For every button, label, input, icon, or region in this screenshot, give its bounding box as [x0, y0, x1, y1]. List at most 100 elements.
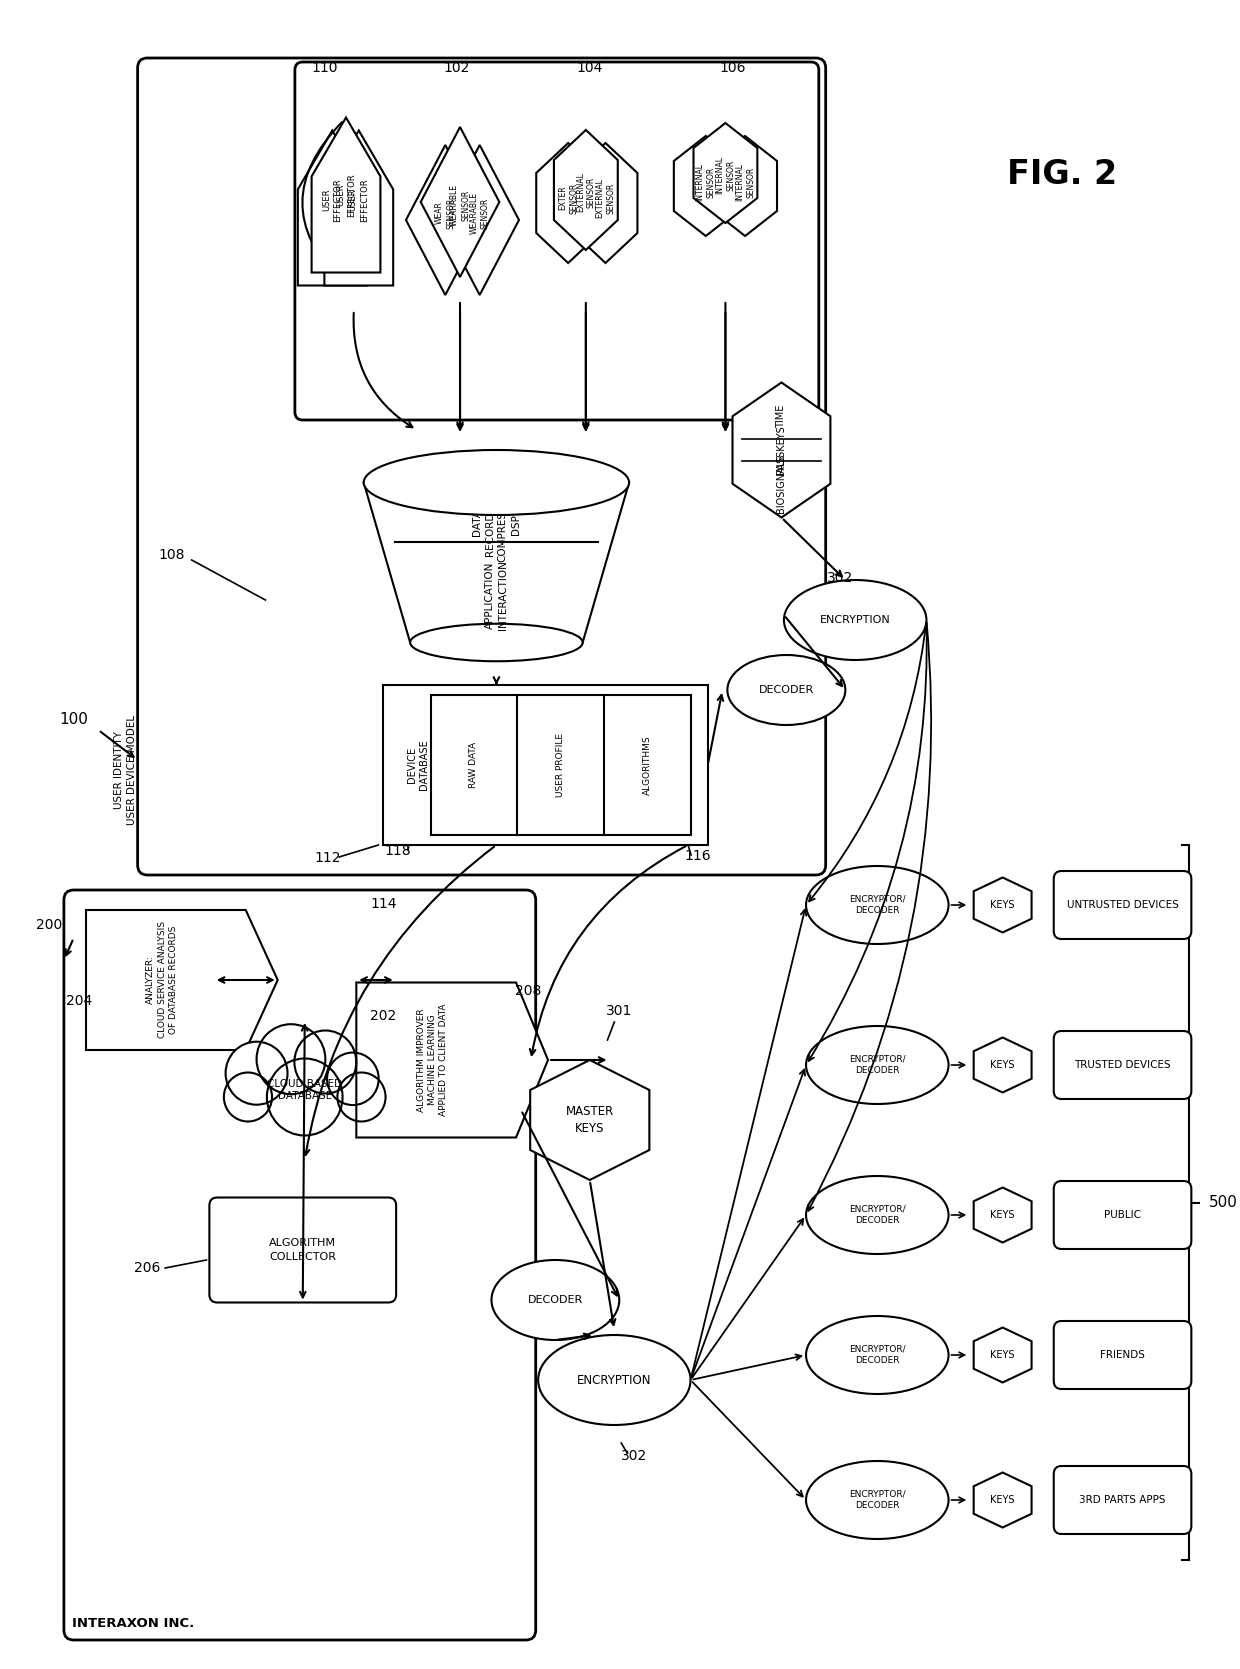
Text: FRIENDS: FRIENDS [1100, 1350, 1145, 1360]
Text: 202: 202 [371, 1010, 397, 1023]
Bar [430, 694, 691, 834]
Text: 110: 110 [311, 62, 337, 75]
Text: INTERNAL
SENSOR: INTERNAL SENSOR [715, 155, 735, 194]
Polygon shape [531, 1060, 650, 1180]
Polygon shape [554, 130, 618, 250]
Ellipse shape [806, 866, 949, 945]
FancyBboxPatch shape [138, 58, 826, 875]
Text: INTERAXON INC.: INTERAXON INC. [72, 1617, 193, 1631]
Polygon shape [973, 1188, 1032, 1242]
Ellipse shape [728, 654, 846, 724]
Text: UNTRUSTED DEVICES: UNTRUSTED DEVICES [1066, 900, 1178, 910]
Text: WEARABLE
SENSOR: WEARABLE SENSOR [450, 184, 470, 225]
Text: 102: 102 [444, 62, 470, 75]
Text: 301: 301 [606, 1005, 632, 1018]
Text: ENCRYPTOR/
DECODER: ENCRYPTOR/ DECODER [849, 895, 905, 915]
Text: 208: 208 [515, 985, 541, 998]
Text: BIOSIGNALS: BIOSIGNALS [776, 454, 786, 514]
Polygon shape [673, 135, 738, 235]
Text: USER
EFFECTOR: USER EFFECTOR [348, 179, 368, 222]
Text: 200: 200 [36, 918, 62, 931]
Text: KEYS: KEYS [991, 1060, 1014, 1070]
FancyBboxPatch shape [1054, 871, 1192, 940]
Text: KEYS: KEYS [991, 1495, 1014, 1505]
Circle shape [267, 1058, 342, 1135]
Text: PUBLIC: PUBLIC [1104, 1210, 1141, 1220]
Text: ENCRYPTION: ENCRYPTION [577, 1374, 651, 1387]
Text: ANALYZER:
CLOUD SERVICE ANALYSIS
OF DATABASE RECORDS: ANALYZER: CLOUD SERVICE ANALYSIS OF DATA… [146, 921, 179, 1038]
Text: ENCRYPTOR/
DECODER: ENCRYPTOR/ DECODER [849, 1055, 905, 1075]
Text: DECODER: DECODER [528, 1295, 583, 1305]
Ellipse shape [491, 1260, 619, 1340]
Polygon shape [356, 983, 548, 1138]
Polygon shape [325, 130, 393, 285]
Text: 100: 100 [60, 713, 88, 728]
Polygon shape [713, 135, 777, 235]
Text: WEARABLE
SENSOR: WEARABLE SENSOR [470, 192, 490, 234]
Text: 302: 302 [621, 1449, 647, 1464]
Text: INTERNAL
SENSOR: INTERNAL SENSOR [735, 164, 755, 200]
Text: DATA
RECORDING,
COMPRESSION,
DSP,: DATA RECORDING, COMPRESSION, DSP, [472, 482, 521, 562]
Text: 116: 116 [684, 850, 712, 863]
FancyBboxPatch shape [64, 890, 536, 1641]
Text: 118: 118 [384, 845, 412, 858]
FancyBboxPatch shape [295, 62, 818, 421]
Text: EXTERNAL
SENSOR: EXTERNAL SENSOR [575, 172, 596, 212]
Text: TIME: TIME [776, 404, 786, 427]
Polygon shape [973, 1327, 1032, 1382]
Polygon shape [311, 117, 381, 272]
FancyBboxPatch shape [1054, 1465, 1192, 1534]
Polygon shape [420, 127, 500, 277]
Ellipse shape [806, 1460, 949, 1539]
Circle shape [224, 1073, 272, 1122]
Polygon shape [574, 144, 637, 264]
Text: USER IDENTITY
USER DEVICE MODEL: USER IDENTITY USER DEVICE MODEL [114, 714, 138, 824]
Text: 114: 114 [370, 896, 397, 911]
Text: ENCRYPTOR/
DECODER: ENCRYPTOR/ DECODER [849, 1345, 905, 1365]
Text: ENCRYPTOR/
DECODER: ENCRYPTOR/ DECODER [849, 1490, 905, 1510]
Ellipse shape [806, 1177, 949, 1253]
Bar [383, 684, 708, 845]
Polygon shape [536, 144, 600, 264]
Text: 3RD PARTS APPS: 3RD PARTS APPS [1079, 1495, 1166, 1505]
Polygon shape [298, 130, 367, 285]
Ellipse shape [410, 624, 583, 661]
Polygon shape [440, 145, 520, 295]
Text: 112: 112 [314, 851, 341, 865]
Text: 104: 104 [577, 62, 603, 75]
FancyBboxPatch shape [1054, 1182, 1192, 1248]
Polygon shape [973, 1472, 1032, 1527]
Polygon shape [973, 1038, 1032, 1093]
Text: ALGORITHM
COLLECTOR: ALGORITHM COLLECTOR [269, 1238, 336, 1262]
Circle shape [327, 1053, 378, 1105]
Text: ENCRYPTOR/
DECODER: ENCRYPTOR/ DECODER [849, 1205, 905, 1225]
Text: INTERNAL
SENSOR: INTERNAL SENSOR [696, 164, 715, 200]
Circle shape [294, 1030, 356, 1093]
Text: EXTER
SENSOR: EXTER SENSOR [558, 182, 578, 214]
Ellipse shape [784, 581, 926, 659]
FancyBboxPatch shape [1054, 1320, 1192, 1389]
Text: ALGORITHM IMPROVER
MACHINE LEARNING
APPLIED TO CLIENT DATA: ALGORITHM IMPROVER MACHINE LEARNING APPL… [417, 1003, 449, 1117]
Text: APPLICATION
INTERACTION: APPLICATION INTERACTION [485, 561, 508, 629]
Text: 108: 108 [159, 547, 185, 562]
Text: MASTER
KEYS: MASTER KEYS [565, 1105, 614, 1135]
Polygon shape [973, 878, 1032, 933]
Text: EXTERNAL
SENSOR: EXTERNAL SENSOR [595, 179, 615, 219]
Text: DECODER: DECODER [759, 684, 813, 694]
Ellipse shape [806, 1026, 949, 1103]
Text: TRUSTED DEVICES: TRUSTED DEVICES [1074, 1060, 1171, 1070]
Polygon shape [405, 145, 485, 295]
Polygon shape [733, 382, 831, 517]
Circle shape [337, 1073, 386, 1122]
Text: KEYS: KEYS [991, 1350, 1014, 1360]
Text: USER
EFFECTOR: USER EFFECTOR [336, 174, 356, 217]
Text: KEYS: KEYS [991, 1210, 1014, 1220]
FancyBboxPatch shape [1054, 1031, 1192, 1098]
FancyBboxPatch shape [210, 1197, 396, 1302]
Circle shape [257, 1025, 325, 1095]
Text: KEYS: KEYS [991, 900, 1014, 910]
Text: ENCRYPTION: ENCRYPTION [820, 614, 890, 624]
Ellipse shape [363, 451, 629, 516]
Ellipse shape [806, 1315, 949, 1394]
Text: 302: 302 [827, 571, 853, 586]
